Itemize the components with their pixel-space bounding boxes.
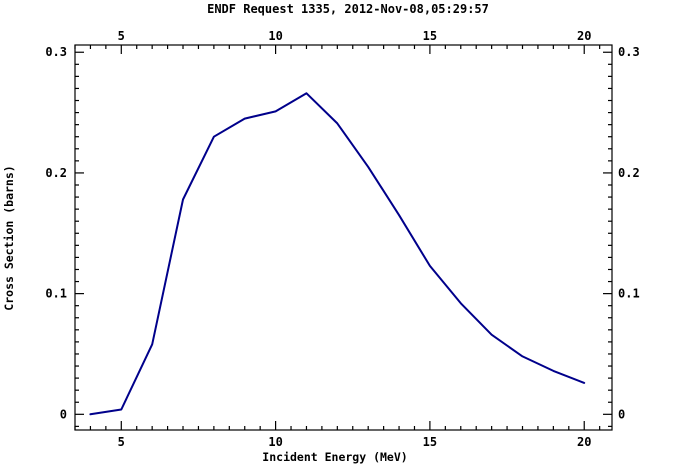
y-tick-label-left: 0 — [60, 407, 67, 421]
x-tick-label-top: 5 — [118, 29, 125, 43]
y-axis-label: Cross Section (barns) — [2, 165, 16, 310]
y-tick-label-left: 0.2 — [45, 166, 67, 180]
y-tick-label-right: 0.3 — [618, 45, 640, 59]
chart-title: ENDF Request 1335, 2012-Nov-08,05:29:57 — [207, 2, 489, 16]
cross-section-series-line — [89, 92, 586, 416]
x-tick-label-top: 10 — [268, 29, 282, 43]
y-tick-label-right: 0 — [618, 407, 625, 421]
x-tick-label-bottom: 20 — [577, 435, 591, 449]
x-tick-label-bottom: 10 — [268, 435, 282, 449]
x-tick-label-top: 20 — [577, 29, 591, 43]
x-axis-label: Incident Energy (MeV) — [262, 450, 407, 464]
x-tick-label-top: 15 — [423, 29, 437, 43]
plot-frame — [74, 44, 613, 431]
x-tick-label-bottom: 15 — [423, 435, 437, 449]
series-group — [89, 92, 586, 416]
y-tick-label-right: 0.2 — [618, 166, 640, 180]
x-tick-label-bottom: 5 — [118, 435, 125, 449]
tick-marks — [74, 45, 612, 430]
y-tick-label-right: 0.1 — [618, 287, 640, 301]
y-tick-label-left: 0.1 — [45, 287, 67, 301]
tick-labels: 5 5 10 10 15 15 20 20 0 0 0.1 0.1 0.2 0.2 0.3 0.3 — [45, 29, 639, 449]
y-tick-label-left: 0.3 — [45, 45, 67, 59]
